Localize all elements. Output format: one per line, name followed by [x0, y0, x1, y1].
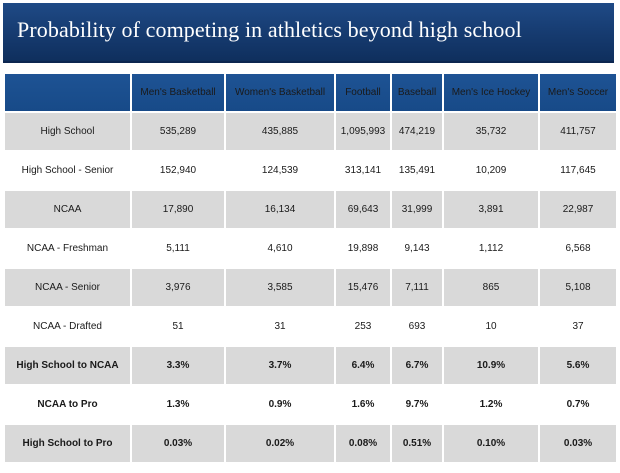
table-cell: 69,643	[336, 191, 390, 228]
column-header: Football	[336, 74, 390, 111]
table-cell: 31	[226, 308, 334, 345]
table-cell: 411,757	[540, 113, 616, 150]
table-cell: 10,209	[444, 152, 538, 189]
table-cell: 253	[336, 308, 390, 345]
table-cell: 313,141	[336, 152, 390, 189]
table-cell: 3,976	[132, 269, 224, 306]
row-label: High School - Senior	[5, 152, 130, 189]
table-cell: 4,610	[226, 230, 334, 267]
table-cell: 7,111	[392, 269, 442, 306]
table-cell: 5.6%	[540, 347, 616, 384]
table-row: High School 535,289 435,885 1,095,993 47…	[5, 113, 616, 150]
table-cell: 865	[444, 269, 538, 306]
row-label: NCAA - Drafted	[5, 308, 130, 345]
table-header-corner	[5, 74, 130, 111]
page-title: Probability of competing in athletics be…	[17, 17, 522, 42]
table-header-row: Men's Basketball Women's Basketball Foot…	[5, 74, 616, 111]
table-cell: 9.7%	[392, 386, 442, 423]
table-cell: 0.03%	[540, 425, 616, 462]
table-cell: 693	[392, 308, 442, 345]
table-cell: 535,289	[132, 113, 224, 150]
table-cell: 0.10%	[444, 425, 538, 462]
table-cell: 1.3%	[132, 386, 224, 423]
table-cell: 37	[540, 308, 616, 345]
column-header: Baseball	[392, 74, 442, 111]
table-cell: 5,111	[132, 230, 224, 267]
table-cell: 152,940	[132, 152, 224, 189]
table-cell: 16,134	[226, 191, 334, 228]
table-cell: 9,143	[392, 230, 442, 267]
table-cell: 10	[444, 308, 538, 345]
table-cell: 0.9%	[226, 386, 334, 423]
row-label: NCAA - Senior	[5, 269, 130, 306]
table-cell: 6.4%	[336, 347, 390, 384]
row-label: NCAA to Pro	[5, 386, 130, 423]
table-row: NCAA - Drafted 51 31 253 693 10 37	[5, 308, 616, 345]
table-cell: 5,108	[540, 269, 616, 306]
table-cell: 1,095,993	[336, 113, 390, 150]
table-cell: 435,885	[226, 113, 334, 150]
table-row: High School to NCAA 3.3% 3.7% 6.4% 6.7% …	[5, 347, 616, 384]
table-row: High School to Pro 0.03% 0.02% 0.08% 0.5…	[5, 425, 616, 462]
row-label: High School to NCAA	[5, 347, 130, 384]
table-cell: 1.2%	[444, 386, 538, 423]
table-cell: 474,219	[392, 113, 442, 150]
table-cell: 135,491	[392, 152, 442, 189]
table-cell: 3,891	[444, 191, 538, 228]
table-cell: 31,999	[392, 191, 442, 228]
column-header: Men's Ice Hockey	[444, 74, 538, 111]
column-header: Men's Soccer	[540, 74, 616, 111]
table-cell: 6.7%	[392, 347, 442, 384]
table-cell: 0.51%	[392, 425, 442, 462]
title-bar: Probability of competing in athletics be…	[3, 3, 614, 63]
probability-table: Men's Basketball Women's Basketball Foot…	[3, 72, 618, 464]
row-label: High School	[5, 113, 130, 150]
row-label: NCAA	[5, 191, 130, 228]
table-cell: 19,898	[336, 230, 390, 267]
table-cell: 124,539	[226, 152, 334, 189]
table-cell: 0.03%	[132, 425, 224, 462]
table-cell: 0.7%	[540, 386, 616, 423]
table-row: NCAA - Senior 3,976 3,585 15,476 7,111 8…	[5, 269, 616, 306]
table-cell: 3.7%	[226, 347, 334, 384]
table-cell: 22,987	[540, 191, 616, 228]
table-cell: 3.3%	[132, 347, 224, 384]
table-row: High School - Senior 152,940 124,539 313…	[5, 152, 616, 189]
row-label: NCAA - Freshman	[5, 230, 130, 267]
table-cell: 35,732	[444, 113, 538, 150]
row-label: High School to Pro	[5, 425, 130, 462]
table-cell: 6,568	[540, 230, 616, 267]
table-cell: 0.08%	[336, 425, 390, 462]
table-cell: 51	[132, 308, 224, 345]
column-header: Men's Basketball	[132, 74, 224, 111]
table-cell: 15,476	[336, 269, 390, 306]
table-row: NCAA 17,890 16,134 69,643 31,999 3,891 2…	[5, 191, 616, 228]
column-header: Women's Basketball	[226, 74, 334, 111]
table-row: NCAA to Pro 1.3% 0.9% 1.6% 9.7% 1.2% 0.7…	[5, 386, 616, 423]
table-cell: 10.9%	[444, 347, 538, 384]
table-cell: 3,585	[226, 269, 334, 306]
table-cell: 1.6%	[336, 386, 390, 423]
table-cell: 1,112	[444, 230, 538, 267]
table-cell: 117,645	[540, 152, 616, 189]
table-cell: 17,890	[132, 191, 224, 228]
table-cell: 0.02%	[226, 425, 334, 462]
table-row: NCAA - Freshman 5,111 4,610 19,898 9,143…	[5, 230, 616, 267]
